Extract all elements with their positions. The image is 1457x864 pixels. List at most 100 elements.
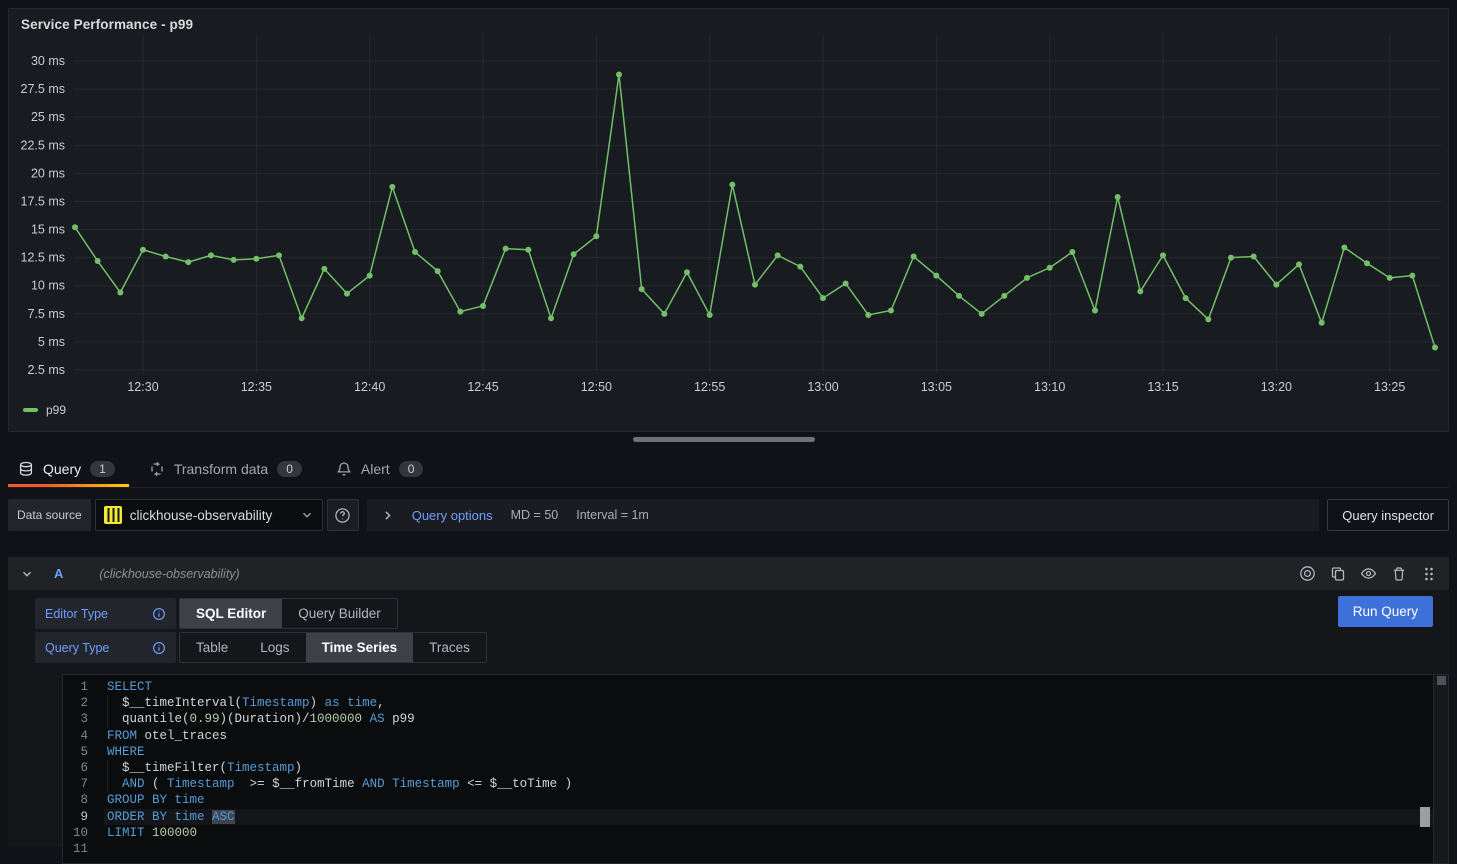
svg-text:20 ms: 20 ms [31, 166, 65, 180]
chevron-right-icon[interactable] [381, 509, 394, 522]
query-inspector-button[interactable]: Query inspector [1327, 499, 1449, 531]
query-type-option-table[interactable]: Table [196, 640, 229, 655]
info-circle-icon[interactable] [152, 641, 166, 655]
tab-count-badge: 0 [398, 461, 424, 477]
scrollbar-thumb[interactable] [632, 437, 815, 442]
code-line-5[interactable]: WHERE [107, 744, 145, 759]
query-row-header[interactable]: A (clickhouse-observability) [8, 557, 1449, 590]
svg-text:12:40: 12:40 [354, 380, 385, 394]
indent-guide [107, 711, 108, 728]
info-circle-icon[interactable] [152, 607, 166, 621]
code-line-6[interactable]: $__timeFilter(Timestamp) [107, 759, 303, 777]
svg-text:7.5 ms: 7.5 ms [27, 307, 65, 321]
code-line-10[interactable]: LIMIT 100000 [107, 825, 198, 840]
timeseries-panel: Service Performance - p99 2.5 ms 5 ms 7.5 … [8, 8, 1449, 432]
line-number: 9 [80, 809, 88, 824]
line-number: 7 [80, 777, 88, 792]
svg-text:12.5 ms: 12.5 ms [21, 251, 65, 265]
line-number: 11 [72, 841, 88, 856]
code-scrollbar-thumb[interactable] [1437, 676, 1446, 685]
line-number: 1 [80, 680, 88, 694]
svg-text:12:30: 12:30 [127, 380, 158, 394]
line-number: 10 [72, 825, 88, 840]
query-type-option-time-series[interactable]: Time Series [305, 633, 414, 662]
code-scrollbar[interactable] [1433, 675, 1448, 863]
line-number: 3 [80, 712, 88, 727]
panel-scrollbar [0, 437, 1457, 442]
line-number: 4 [80, 728, 88, 743]
svg-text:15 ms: 15 ms [31, 223, 65, 237]
query-type-option-traces[interactable]: Traces [429, 640, 470, 655]
code-line-4[interactable]: FROM otel_traces [107, 728, 228, 743]
tab-query[interactable]: Query 1 [8, 451, 129, 487]
editor-type-radio-group: SQL Editor Query Builder [179, 598, 398, 629]
line-number: 2 [80, 696, 88, 711]
chevron-down-icon [302, 512, 311, 518]
target-icon[interactable] [1299, 565, 1316, 582]
svg-text:13:05: 13:05 [921, 380, 952, 394]
tab-count-badge: 1 [90, 461, 115, 477]
datasource-picker[interactable]: clickhouse-observability [94, 499, 323, 531]
bell-icon [336, 461, 352, 477]
chevron-down-icon[interactable] [20, 567, 34, 581]
svg-text:2.5 ms: 2.5 ms [27, 363, 65, 377]
code-line-11[interactable] [104, 841, 1433, 857]
transform-icon [149, 461, 165, 477]
grip-dots-icon[interactable] [1421, 566, 1437, 582]
indent-guide [107, 776, 108, 793]
query-row-body: Editor Type SQL Editor Query Builder Quer… [8, 590, 1449, 864]
datasource-row: Data source clickhouse-observability Que… [8, 499, 1449, 531]
run-query-button[interactable]: Run Query [1337, 596, 1433, 627]
clickhouse-logo-icon [103, 506, 122, 524]
query-ref-id[interactable]: A [54, 566, 64, 581]
code-line-1[interactable]: SELECT [107, 680, 153, 694]
legend-series-swatch [23, 408, 38, 412]
query-options-link[interactable]: Query options [411, 507, 493, 523]
code-area[interactable]: SELECT $__timeInterval(Timestamp) as tim… [104, 675, 1433, 863]
svg-text:5 ms: 5 ms [38, 335, 65, 349]
legend-series-label[interactable]: p99 [46, 403, 67, 417]
overview-ruler-cursor [1420, 806, 1430, 827]
tab-transform-data[interactable]: Transform data 0 [139, 451, 316, 487]
query-options-interval: Interval = 1m [576, 508, 649, 522]
trash-icon[interactable] [1391, 566, 1407, 582]
sql-code-editor[interactable]: 1 2 3 4 5 6 7 8 9 10 11 SELECT $__timeInterval(Tim… [62, 674, 1449, 864]
timeseries-chart[interactable]: 2.5 ms 5 ms 7.5 ms 10 ms 12.5 ms 15 ms 17.5 ms… [9, 34, 1448, 401]
editor-type-option-query-builder[interactable]: Query Builder [298, 606, 381, 621]
query-editor-section: A (clickhouse-observability) Editor Type… [8, 557, 1449, 864]
svg-text:13:20: 13:20 [1261, 380, 1292, 394]
editor-type-option-sql-editor[interactable]: SQL Editor [180, 599, 283, 628]
code-line-7[interactable]: AND ( Timestamp >= $__fromTime AND Times… [104, 776, 1433, 793]
datasource-picker-value: clickhouse-observability [129, 507, 273, 523]
tab-label: Query [43, 461, 82, 477]
tab-label: Alert [360, 461, 390, 477]
datasource-help-button[interactable] [326, 499, 359, 531]
chart-legend[interactable]: p99 [9, 401, 1448, 423]
svg-text:13:25: 13:25 [1374, 380, 1405, 394]
query-type-label: Query Type [35, 632, 176, 663]
svg-text:25 ms: 25 ms [31, 110, 65, 124]
database-icon [18, 461, 34, 477]
tab-alert[interactable]: Alert 0 [326, 451, 437, 487]
query-options-strip: Query options MD = 50 Interval = 1m [366, 499, 1320, 531]
code-line-8[interactable]: GROUP BY time [107, 793, 205, 808]
query-row-actions [1299, 565, 1437, 582]
tab-count-badge: 0 [277, 461, 302, 477]
indent-guide [107, 759, 108, 777]
svg-text:30 ms: 30 ms [31, 54, 65, 68]
svg-text:17.5 ms: 17.5 ms [21, 194, 65, 208]
panel-title[interactable]: Service Performance - p99 [21, 17, 194, 32]
svg-text:12:35: 12:35 [241, 380, 272, 394]
code-line-3[interactable]: quantile(0.99)(Duration)/1000000 AS p99 [107, 711, 415, 728]
line-number: 5 [80, 744, 88, 759]
chart-canvas: 2.5 ms 5 ms 7.5 ms 10 ms 12.5 ms 15 ms 17.5 ms… [21, 34, 1441, 394]
query-options-md: MD = 50 [510, 508, 559, 522]
svg-text:12:45: 12:45 [467, 380, 498, 394]
code-line-2[interactable]: $__timeInterval(Timestamp) as time, [107, 695, 385, 712]
query-type-option-logs[interactable]: Logs [260, 640, 290, 655]
code-line-9[interactable]: ORDER BY time ASC [104, 806, 1433, 827]
copy-icon[interactable] [1330, 566, 1346, 582]
svg-text:22.5 ms: 22.5 ms [21, 138, 65, 152]
eye-icon[interactable] [1360, 565, 1377, 582]
editor-tab-bar: Query 1 Transform data 0 Alert 0 [8, 451, 1449, 488]
